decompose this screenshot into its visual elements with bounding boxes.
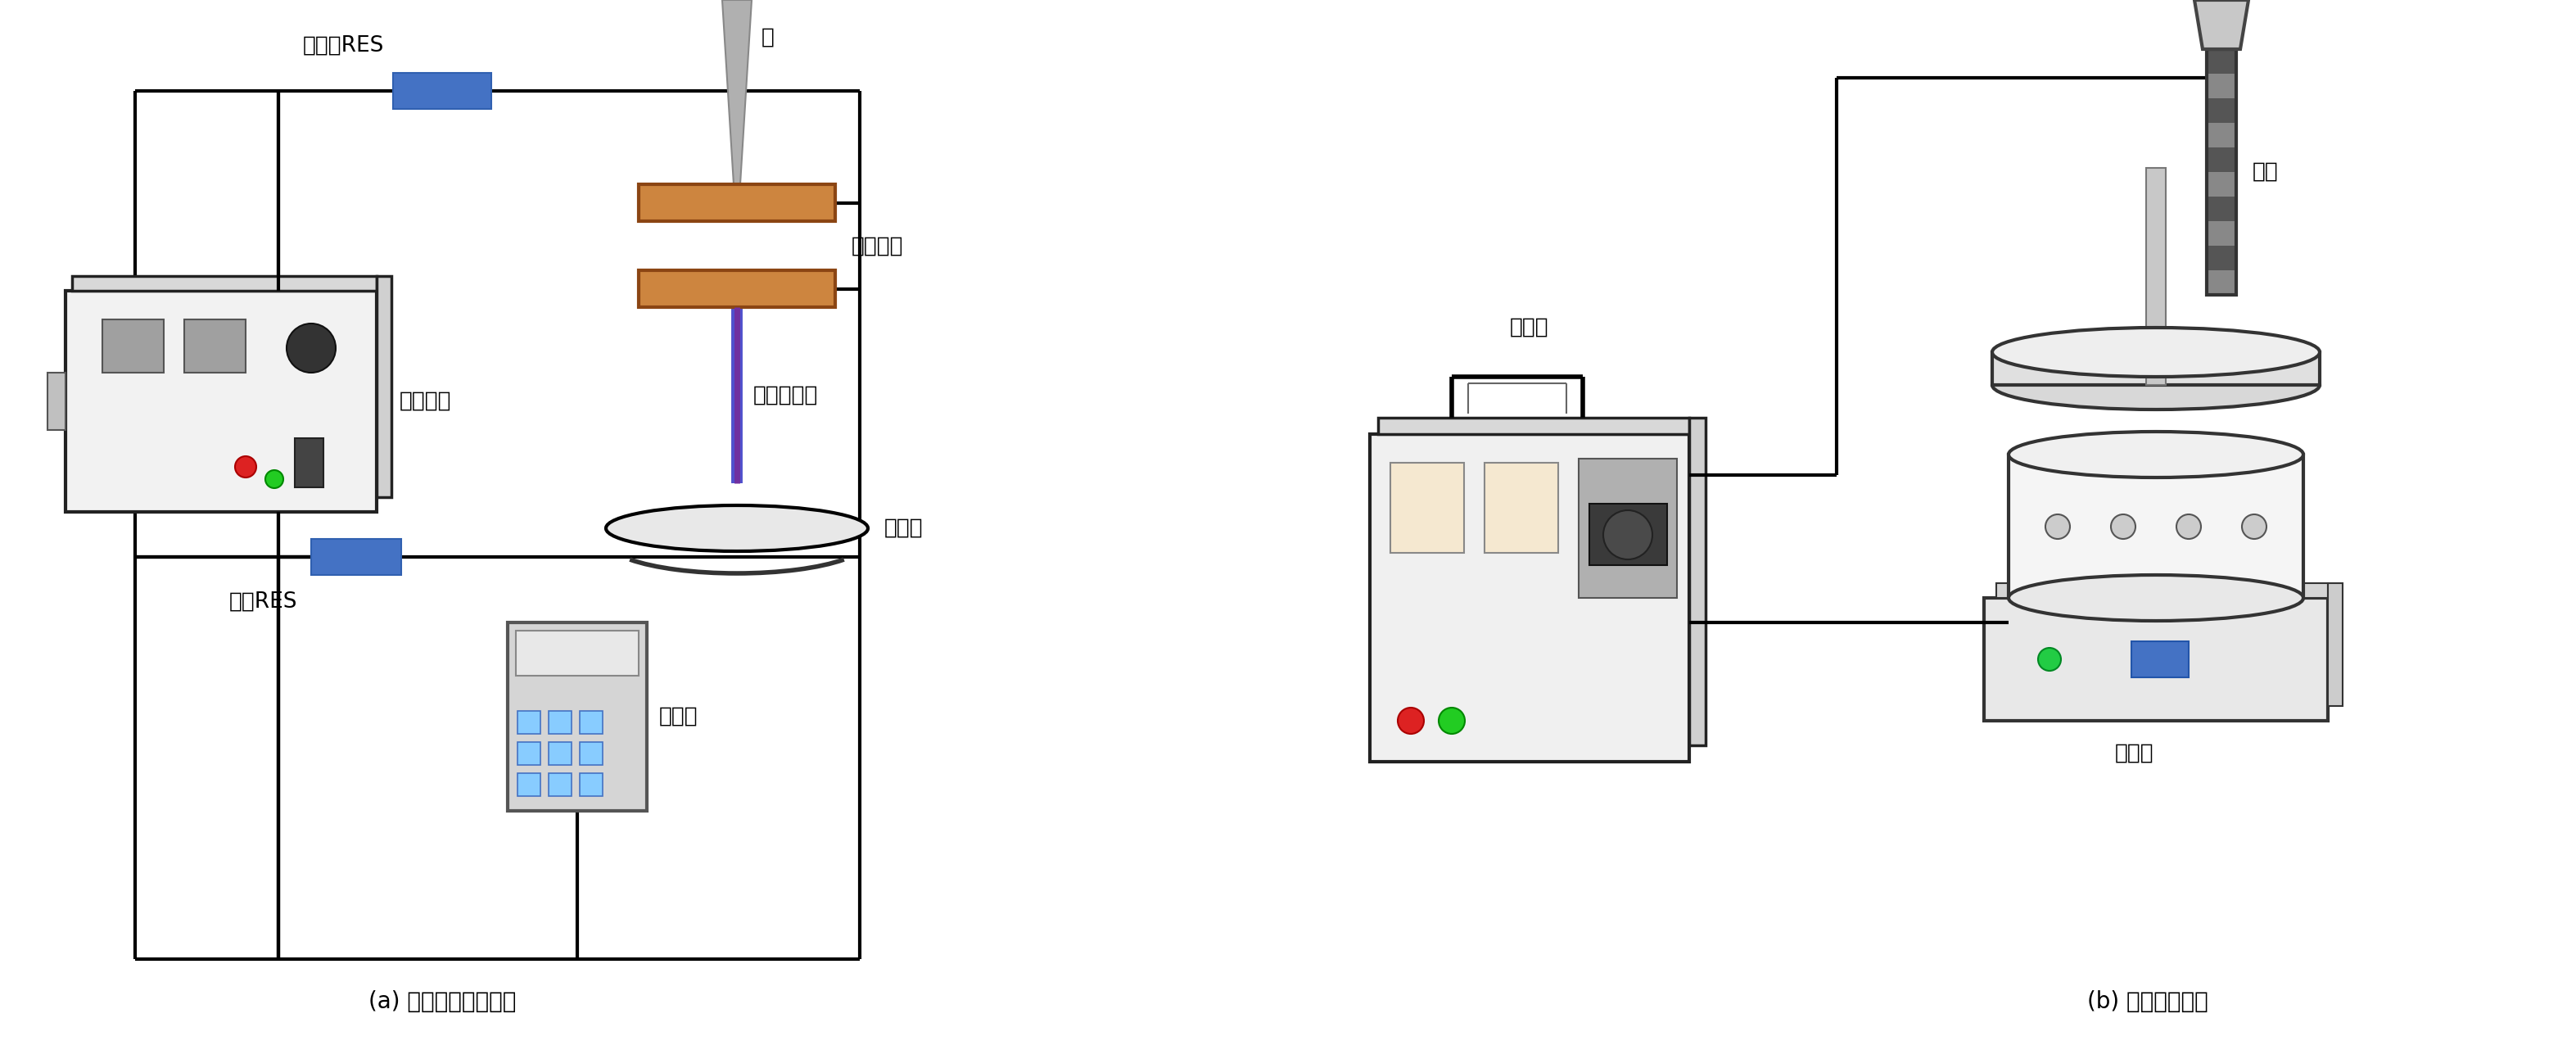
Bar [639,271,835,307]
Bar [376,276,392,498]
Bar [64,290,376,512]
Text: 反应器: 反应器 [2115,743,2154,764]
Circle shape [2177,514,2200,539]
Bar [1484,463,1558,553]
Bar [2208,271,2236,295]
Bar [2009,455,2303,598]
Bar [1690,417,1705,745]
Bar [1996,583,2329,598]
Bar [507,623,647,811]
Bar [2208,49,2236,295]
Circle shape [1602,510,1651,559]
Circle shape [2241,514,2267,539]
Bar [515,631,639,676]
Ellipse shape [2009,432,2303,478]
Bar [2208,148,2236,172]
Polygon shape [2195,0,2249,49]
Bar [394,73,492,109]
Circle shape [1399,708,1425,734]
Bar [518,742,541,765]
Bar [294,438,325,487]
Bar [639,184,835,221]
Circle shape [1437,708,1466,734]
Bar [2208,74,2236,98]
Ellipse shape [1991,328,2321,377]
Bar [2146,168,2166,385]
Text: 等离子射流: 等离子射流 [752,385,819,406]
Bar [549,773,572,796]
Bar [1378,417,1690,434]
Text: 万用表: 万用表 [659,706,698,728]
Circle shape [2045,514,2071,539]
Bar [1984,598,2329,720]
Bar [518,773,541,796]
Text: 控制器: 控制器 [1510,316,1548,338]
Bar [312,539,402,575]
Bar [46,373,64,430]
Bar [2208,172,2236,197]
Text: (a) 辉光放电等离子体: (a) 辉光放电等离子体 [368,990,515,1013]
Bar [2130,641,2190,678]
Text: 稳电压源: 稳电压源 [399,390,451,412]
Bar [580,742,603,765]
Text: 镇流器RES: 镇流器RES [304,35,384,56]
Bar [103,320,165,373]
Bar [2208,98,2236,123]
Text: 针: 针 [762,27,775,48]
Text: 检验RES: 检验RES [229,591,299,613]
Ellipse shape [1991,360,2321,409]
Text: (b) 光化学反应仪: (b) 光化学反应仪 [2087,990,2208,1013]
Bar [518,711,541,734]
Bar [2208,246,2236,271]
Bar [2208,123,2236,148]
Bar [2208,221,2236,246]
Text: 反应器: 反应器 [884,517,922,539]
Bar [580,711,603,734]
Circle shape [234,456,255,478]
Bar [2208,49,2236,74]
Bar [1579,459,1677,598]
Bar [1991,352,2321,385]
Bar [72,276,376,290]
Bar [1391,463,1463,553]
Bar [549,711,572,734]
Bar [580,773,603,796]
Bar [2329,583,2342,706]
Ellipse shape [2009,575,2303,620]
Bar [1370,434,1690,762]
Polygon shape [721,0,752,184]
Bar [1589,504,1667,565]
Circle shape [286,324,335,373]
Ellipse shape [605,505,868,552]
Bar [549,742,572,765]
Bar [2208,197,2236,221]
Circle shape [2038,648,2061,670]
Text: 阴极循环: 阴极循环 [853,236,904,257]
Circle shape [2110,514,2136,539]
Text: 氙灯: 氙灯 [2251,161,2280,182]
Circle shape [265,471,283,488]
Bar [185,320,245,373]
